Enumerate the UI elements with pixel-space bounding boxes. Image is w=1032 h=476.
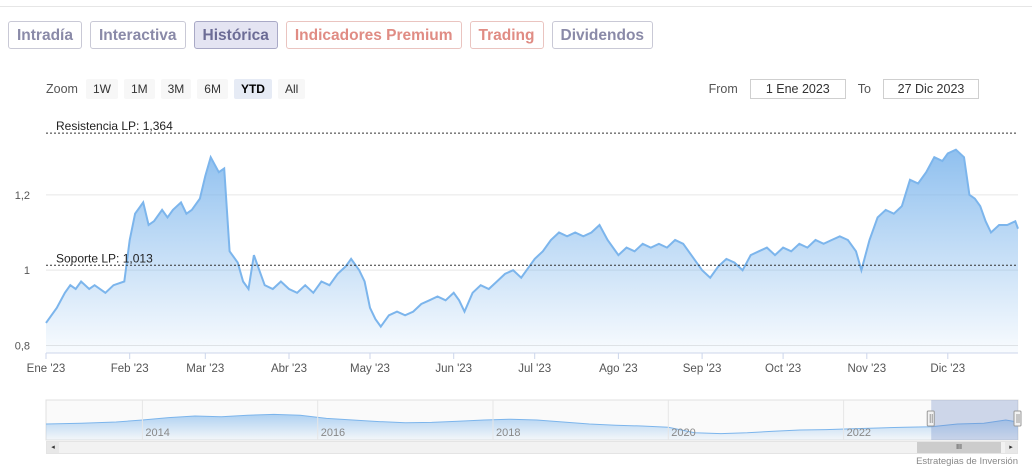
tab-historica[interactable]: Histórica	[193, 21, 278, 49]
scroll-left-arrow[interactable]: ◂	[47, 442, 59, 453]
zoom-label: Zoom	[46, 82, 78, 96]
from-label: From	[708, 82, 738, 96]
zoom-1w-button[interactable]: 1W	[85, 79, 118, 99]
navigator-tick-label: 2016	[321, 427, 345, 439]
navigator-line	[45, 413, 1019, 435]
tab-interactiva[interactable]: Interactiva	[89, 21, 186, 49]
y-tick-label: 1,2	[15, 190, 30, 202]
navigator-selection	[931, 400, 1018, 440]
y-tick-label: 0,8	[15, 340, 30, 352]
tab-trading[interactable]: Trading	[469, 21, 544, 49]
navigator-scrollbar[interactable]: ◂ III ▸	[46, 441, 1018, 454]
date-range: From 1 Ene 2023 To 27 Dic 2023	[709, 79, 979, 99]
chart-tabs: Intradía Interactiva Histórica Indicador…	[8, 21, 654, 49]
zoom-all-button[interactable]: All	[277, 79, 306, 99]
support-resistance-lines: Resistencia LP: 1,364 Soporte LP: 1,013	[46, 119, 1018, 266]
price-area	[46, 149, 1018, 353]
credit-label: Estrategias de Inversión	[916, 456, 1018, 467]
x-tick-label: Ago '23	[599, 363, 638, 375]
tab-dividendos[interactable]: Dividendos	[551, 21, 654, 49]
x-tick-label: Dic '23	[930, 363, 965, 375]
x-axis: Ene '23 Feb '23 Mar '23 Abr '23 May '23 Jun '…	[27, 353, 965, 375]
x-tick-label: Sep '23	[683, 363, 722, 375]
tab-intradia[interactable]: Intradía	[8, 21, 82, 49]
x-tick-label: Nov '23	[847, 363, 886, 375]
annotation-label: Soporte LP: 1,013	[56, 251, 153, 265]
tab-indicadores-premium[interactable]: Indicadores Premium	[285, 21, 462, 49]
top-divider	[0, 6, 1032, 7]
to-date-input[interactable]: 27 Dic 2023	[883, 79, 979, 99]
x-tick-label: Oct '23	[765, 363, 801, 375]
y-tick-label: 1	[24, 265, 30, 277]
navigator-tick-label: 2018	[496, 427, 520, 439]
annotation-label: Resistencia LP: 1,364	[56, 119, 173, 133]
x-tick-label: Feb '23	[111, 363, 149, 375]
scroll-right-arrow[interactable]: ▸	[1005, 442, 1017, 453]
navigator-tick-label: 2014	[145, 427, 169, 439]
x-tick-label: May '23	[350, 363, 390, 375]
navigator-tick-label: 2022	[847, 427, 871, 439]
zoom-selector: Zoom 1W 1M 3M 6M YTD All	[46, 79, 311, 99]
x-tick-label: Jun '23	[435, 363, 472, 375]
to-label: To	[857, 82, 871, 96]
zoom-3m-button[interactable]: 3M	[160, 79, 192, 99]
x-tick-label: Jul '23	[518, 363, 551, 375]
scrollbar-thumb[interactable]: III	[917, 442, 1001, 453]
zoom-1m-button[interactable]: 1M	[123, 79, 155, 99]
navigator[interactable]: 2014 2016 2018 2020 2022	[45, 399, 1022, 441]
from-date-input[interactable]: 1 Ene 2023	[749, 79, 846, 99]
x-tick-label: Ene '23	[27, 363, 66, 375]
y-axis: 0,8 1 1,2	[15, 190, 30, 353]
zoom-6m-button[interactable]: 6M	[197, 79, 228, 99]
x-tick-label: Mar '23	[186, 363, 224, 375]
navigator-area	[46, 414, 1018, 440]
navigator-tick-label: 2020	[671, 427, 695, 439]
zoom-ytd-button[interactable]: YTD	[233, 79, 272, 99]
x-tick-label: Abr '23	[271, 363, 307, 375]
